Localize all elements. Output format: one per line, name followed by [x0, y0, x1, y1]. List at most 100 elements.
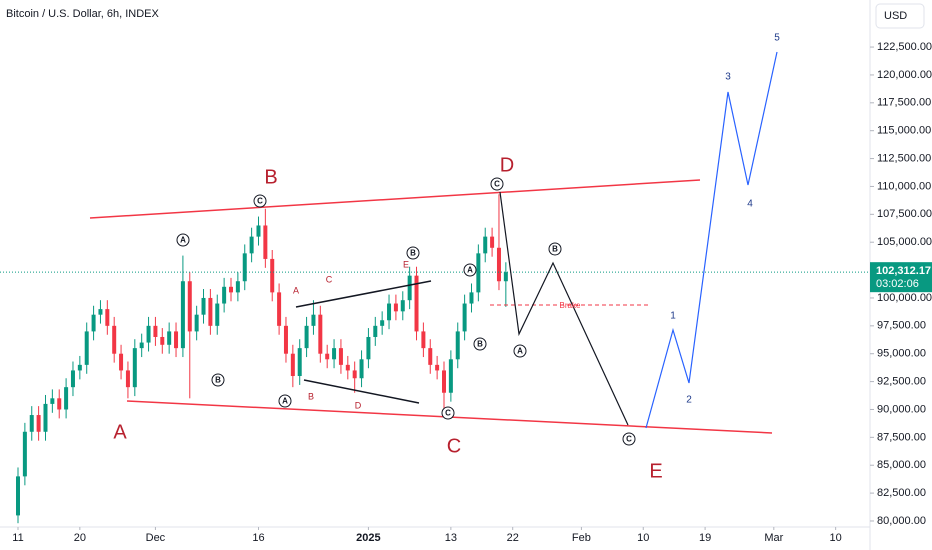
x-tick-label: Dec	[146, 532, 166, 544]
candle-body	[263, 225, 268, 259]
impulse-label: 5	[774, 33, 780, 44]
candle-body	[455, 331, 460, 360]
candle-body	[16, 476, 21, 516]
countdown-label: 03:02:06	[876, 278, 919, 290]
candle-body	[503, 272, 508, 282]
candle-body	[22, 431, 27, 477]
candle-body	[380, 320, 385, 326]
x-tick-label: 22	[507, 532, 519, 544]
candle-body	[119, 353, 124, 371]
impulse-label: 1	[670, 311, 676, 322]
candle-body	[153, 325, 158, 337]
x-tick-label: Mar	[764, 532, 783, 544]
candle-body	[132, 348, 137, 388]
x-tick-label: 19	[699, 532, 711, 544]
wave-label-circle	[211, 373, 225, 387]
candle-body	[283, 325, 288, 354]
projection-path	[499, 191, 629, 426]
wave-label-minor: A	[282, 397, 288, 406]
candle-body	[64, 387, 69, 410]
candle-body	[187, 281, 192, 332]
candle-body	[318, 314, 323, 354]
candle-body	[29, 415, 34, 432]
candle-body	[428, 348, 433, 365]
triangle-lower	[303, 379, 420, 404]
wave-label-circle	[473, 337, 487, 351]
wave-label-minor: B	[410, 249, 416, 258]
candle-body	[400, 300, 405, 312]
y-tick-label: 122,500.00	[877, 41, 932, 53]
wave-label-minor: C	[626, 435, 632, 444]
candle-body	[70, 370, 75, 388]
wave-label-sub: E	[403, 259, 409, 269]
currency-label[interactable]: USD	[884, 10, 907, 22]
wave-label-minor: C	[494, 180, 500, 189]
candle-body	[435, 364, 440, 371]
candle-body	[57, 398, 62, 410]
candle-body	[297, 348, 302, 377]
impulse-label: 4	[747, 199, 753, 210]
candle-body	[256, 225, 261, 237]
wave-label-circle	[463, 263, 477, 277]
candle-body	[325, 353, 330, 360]
candle-body	[235, 281, 240, 293]
y-tick-label: 95,000.00	[877, 348, 926, 360]
wave-label-major: C	[447, 435, 461, 457]
currency-button[interactable]	[875, 3, 925, 29]
candle-body	[105, 309, 110, 326]
wave-label-major: D	[500, 154, 514, 176]
candle-body	[77, 364, 82, 371]
wave-label-sub: D	[355, 400, 362, 410]
y-tick-label: 105,000.00	[877, 236, 932, 248]
wave-label-sub: A	[293, 285, 299, 295]
candle-body	[146, 325, 151, 343]
candle-body	[98, 309, 103, 315]
candle-body	[338, 348, 343, 365]
y-tick-label: 110,000.00	[877, 180, 931, 192]
y-tick-label: 85,000.00	[877, 459, 926, 471]
last-price-label: 102,312.17	[876, 265, 931, 277]
plot-area	[0, 194, 870, 524]
candle-body	[393, 303, 398, 312]
y-tick-label: 80,000.00	[877, 515, 926, 527]
candle-body	[160, 336, 165, 345]
candle-body	[222, 286, 227, 304]
x-tick-label: Feb	[572, 532, 591, 544]
x-tick-label: 11	[12, 532, 23, 544]
y-tick-label: 100,000.00	[877, 292, 932, 304]
y-tick-label: 97,500.00	[877, 320, 926, 332]
candle-body	[139, 342, 144, 349]
wave-label-circle	[622, 432, 636, 446]
candle-body	[201, 297, 206, 315]
wave-label-minor: B	[477, 340, 483, 349]
candle-body	[194, 314, 199, 332]
candle-body	[112, 325, 117, 354]
candle-body	[270, 258, 275, 293]
wave-label-circle	[513, 344, 527, 358]
candle-body	[208, 297, 213, 326]
candle-body	[414, 275, 419, 332]
wave-label-circle	[406, 246, 420, 260]
wave-label-circle	[441, 406, 455, 420]
candle-body	[332, 348, 337, 360]
candle-body	[125, 370, 130, 388]
candle-body	[249, 236, 254, 254]
y-tick-label: 112,500.00	[877, 152, 931, 164]
wave-label-minor: B	[552, 245, 558, 254]
x-tick-label: 13	[445, 532, 457, 544]
wave-label-circle	[253, 194, 267, 208]
y-tick-label: 90,000.00	[877, 403, 926, 415]
y-tick-label: 117,500.00	[877, 97, 931, 109]
candle-body	[442, 370, 447, 393]
x-tick-label: 16	[252, 532, 264, 544]
candle-body	[407, 275, 412, 301]
wave-label-major: E	[649, 460, 662, 482]
candle-body	[496, 247, 501, 282]
candle-body	[373, 325, 378, 337]
candle-body	[277, 292, 282, 326]
wave-label-major: B	[264, 166, 277, 188]
wave-label-minor: A	[180, 236, 186, 245]
wave-label-major: A	[113, 421, 127, 443]
candle-body	[421, 331, 426, 349]
